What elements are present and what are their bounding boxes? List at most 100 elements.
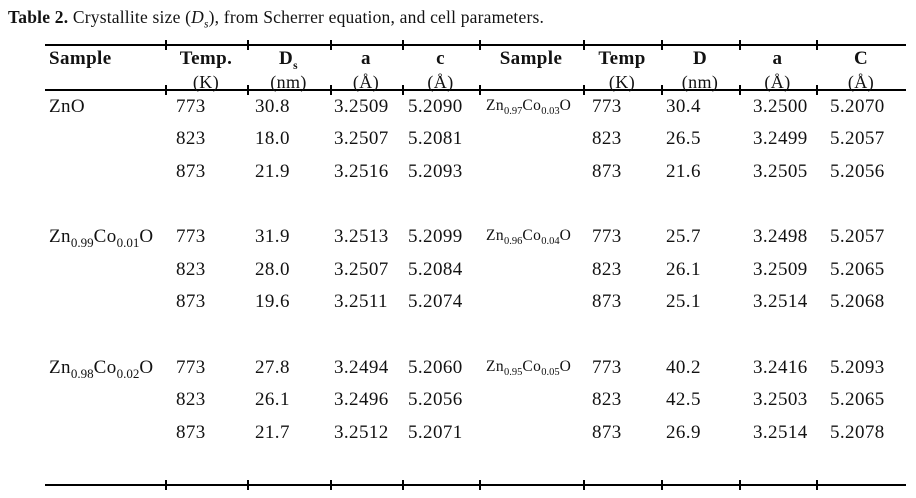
column-boundary-tick xyxy=(247,480,249,490)
sample-sub: 0.01 xyxy=(116,235,140,251)
column-boundary-tick xyxy=(402,480,404,490)
cell-sample-left xyxy=(45,386,165,419)
cell-c: 5.2078 xyxy=(830,421,885,443)
unit-temp-left: (K) xyxy=(192,71,220,92)
cell-a: 3.2512 xyxy=(334,421,389,443)
cell-sample-right xyxy=(479,158,583,191)
unit-a-right: (Å) xyxy=(764,71,791,92)
cell-sample-left xyxy=(45,288,165,321)
sample-part: Co xyxy=(93,226,117,248)
caption-text-1: Crystallite size ( xyxy=(68,7,192,27)
cell-temp: 873 xyxy=(592,421,622,443)
cell-temp: 873 xyxy=(176,421,206,443)
cell-a: 3.2507 xyxy=(334,258,389,280)
col-header-sample-left: Sample xyxy=(49,48,112,69)
cell-sample-left: Zn0.99Co0.01O xyxy=(45,223,165,256)
column-boundary-tick xyxy=(479,85,481,95)
column-boundary-tick xyxy=(583,40,585,50)
table-row: Zn0.99Co0.01O 773 31.9 3.2513 5.2099 Zn0… xyxy=(45,223,906,256)
col-header-a-left: a xyxy=(361,48,371,69)
column-boundary-tick xyxy=(402,85,404,95)
cell-temp: 773 xyxy=(176,356,206,378)
cell-a: 3.2500 xyxy=(753,95,808,117)
cell-temp: 823 xyxy=(176,258,206,280)
cell-c: 5.2057 xyxy=(830,128,885,150)
cell-temp: 873 xyxy=(592,160,622,182)
sample-sub: 0.04 xyxy=(541,236,560,248)
cell-sample-right xyxy=(479,288,583,321)
sample-part: Zn xyxy=(486,227,505,245)
cell-temp: 773 xyxy=(592,356,622,378)
unit-temp-right: (K) xyxy=(608,71,636,92)
caption-text-2: ), from Scherrer equation, and cell para… xyxy=(208,7,545,27)
col-header-c-left: c xyxy=(436,48,445,69)
cell-d: 26.5 xyxy=(666,128,701,150)
cell-sample-left xyxy=(45,158,165,191)
unit-ds-left: (nm) xyxy=(270,71,307,92)
cell-d: 42.5 xyxy=(666,389,701,411)
sample-part: O xyxy=(139,356,154,378)
cell-d: 25.1 xyxy=(666,291,701,313)
sample-sub: 0.96 xyxy=(504,236,523,248)
table-row: 873 21.7 3.2512 5.2071 873 26.9 3.2514 5… xyxy=(45,419,906,452)
cell-ds: 30.8 xyxy=(255,95,290,117)
caption-ds-symbol: D xyxy=(191,7,204,27)
sample-part: Zn xyxy=(486,357,505,375)
header-row-names: Sample Temp. Ds a c Sample Temp D a C xyxy=(45,46,906,72)
cell-c: 5.2056 xyxy=(408,389,463,411)
sample-part: O xyxy=(139,226,154,248)
cell-c: 5.2056 xyxy=(830,160,885,182)
column-boundary-tick xyxy=(816,40,818,50)
col-header-d-right: D xyxy=(692,48,708,69)
cell-c: 5.2099 xyxy=(408,226,463,248)
column-boundary-tick xyxy=(330,85,332,95)
cell-temp: 873 xyxy=(176,291,206,313)
column-boundary-tick xyxy=(247,40,249,50)
cell-sample-left xyxy=(45,125,165,158)
bottom-spacer-row xyxy=(45,451,906,486)
column-boundary-tick xyxy=(661,85,663,95)
cell-temp: 823 xyxy=(176,128,206,150)
cell-a: 3.2509 xyxy=(334,95,389,117)
data-table: Sample Temp. Ds a c Sample Temp D a C (K… xyxy=(45,46,906,486)
cell-ds: 31.9 xyxy=(255,226,290,248)
cell-c: 5.2074 xyxy=(408,291,463,313)
sample-part: O xyxy=(559,227,572,245)
column-boundary-tick xyxy=(661,480,663,490)
cell-sample-left xyxy=(45,419,165,452)
column-boundary-tick xyxy=(739,480,741,490)
table-row: ZnO 773 30.8 3.2509 5.2090 Zn0.97Co0.03O… xyxy=(45,93,906,126)
caption-label: Table 2. xyxy=(8,7,69,27)
cell-temp: 823 xyxy=(592,128,622,150)
cell-temp: 823 xyxy=(592,258,622,280)
cell-d: 40.2 xyxy=(666,356,701,378)
column-boundary-tick xyxy=(165,40,167,50)
cell-temp: 823 xyxy=(592,389,622,411)
cell-c: 5.2093 xyxy=(830,356,885,378)
cell-sample-left: Zn0.98Co0.02O xyxy=(45,354,165,387)
column-boundary-tick xyxy=(479,480,481,490)
cell-a: 3.2513 xyxy=(334,226,389,248)
cell-sample-right: Zn0.97Co0.03O xyxy=(479,93,583,126)
column-boundary-tick xyxy=(247,85,249,95)
cell-c: 5.2081 xyxy=(408,128,463,150)
column-boundary-tick xyxy=(816,85,818,95)
cell-sample-right: Zn0.96Co0.04O xyxy=(479,223,583,256)
column-boundary-tick xyxy=(583,480,585,490)
cell-ds: 27.8 xyxy=(255,356,290,378)
cell-sample-left xyxy=(45,256,165,289)
cell-a: 3.2514 xyxy=(753,421,808,443)
sample-sub: 0.05 xyxy=(541,366,560,378)
cell-c: 5.2093 xyxy=(408,160,463,182)
sample-part: O xyxy=(559,357,572,375)
cell-d: 26.1 xyxy=(666,258,701,280)
sample-sub: 0.97 xyxy=(504,105,523,117)
ds-main: D xyxy=(279,48,294,69)
sample-sub: 0.03 xyxy=(541,105,560,117)
cell-sample-right xyxy=(479,419,583,452)
cell-a: 3.2499 xyxy=(753,128,808,150)
cell-ds: 18.0 xyxy=(255,128,290,150)
column-boundary-tick xyxy=(165,85,167,95)
cell-sample-right xyxy=(479,125,583,158)
unit-c-left: (Å) xyxy=(427,71,454,92)
